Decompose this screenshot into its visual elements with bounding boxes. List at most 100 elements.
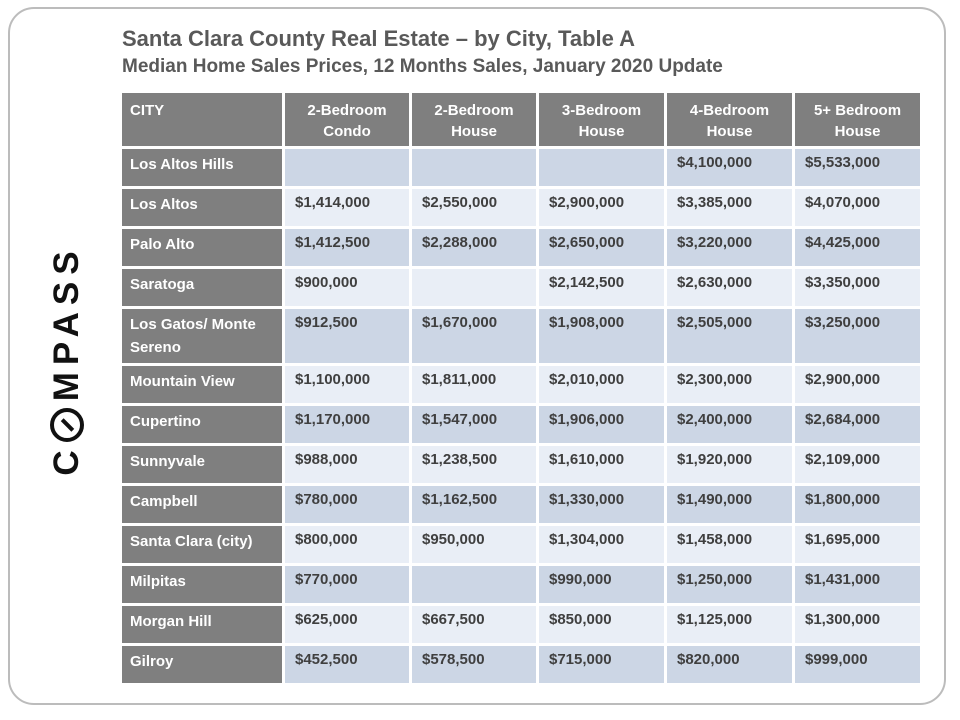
price-cell: $780,000: [282, 483, 412, 526]
price-cell: $1,125,000: [664, 603, 795, 646]
column-header: 4-Bedroom House: [664, 90, 795, 149]
city-cell: Morgan Hill: [119, 603, 285, 646]
price-cell: $1,330,000: [536, 483, 667, 526]
table-row: Los Altos $1,414,000 $2,550,000 $2,900,000 $…: [119, 186, 923, 229]
table-row: Santa Clara (city) $800,000 $950,000 $1,304…: [119, 523, 923, 566]
city-cell: Saratoga: [119, 266, 285, 309]
table-body: Los Altos Hills $4,100,000 $5,533,000 Los A…: [119, 146, 923, 686]
price-cell: $3,250,000: [792, 306, 923, 366]
price-cell: $912,500: [282, 306, 412, 366]
price-cell: $1,304,000: [536, 523, 667, 566]
price-cell: $2,550,000: [409, 186, 539, 229]
price-cell: $578,500: [409, 643, 539, 686]
price-cell: $1,670,000: [409, 306, 539, 366]
column-header: 5+ Bedroom House: [792, 90, 923, 149]
price-cell: [409, 563, 539, 606]
price-cell: $1,920,000: [664, 443, 795, 486]
logo-text-c: C: [47, 443, 86, 476]
price-cell: $4,425,000: [792, 226, 923, 269]
price-cell: $667,500: [409, 603, 539, 646]
price-cell: $3,350,000: [792, 266, 923, 309]
page-title: Santa Clara County Real Estate – by City…: [122, 26, 636, 51]
price-cell: $2,288,000: [409, 226, 539, 269]
price-cell: $452,500: [282, 643, 412, 686]
price-cell: $1,906,000: [536, 403, 667, 446]
table-row: Los Gatos/ Monte Sereno $912,500 $1,670,00…: [119, 306, 923, 366]
slashed-o-icon: [50, 408, 84, 443]
price-cell: $800,000: [282, 523, 412, 566]
price-cell: $1,250,000: [664, 563, 795, 606]
price-cell: $1,431,000: [792, 563, 923, 606]
price-cell: $2,900,000: [792, 363, 923, 406]
city-cell: Los Altos Hills: [119, 146, 285, 189]
table-row: Sunnyvale $988,000 $1,238,500 $1,610,000 $1,…: [119, 443, 923, 486]
table-row: Palo Alto $1,412,500 $2,288,000 $2,650,000 $…: [119, 226, 923, 269]
price-cell: $1,170,000: [282, 403, 412, 446]
price-cell: $999,000: [792, 643, 923, 686]
city-cell: Milpitas: [119, 563, 285, 606]
price-cell: $1,547,000: [409, 403, 539, 446]
price-cell: $625,000: [282, 603, 412, 646]
column-header-city: CITY: [119, 90, 285, 149]
city-cell: Santa Clara (city): [119, 523, 285, 566]
city-cell: Los Altos: [119, 186, 285, 229]
price-cell: $3,385,000: [664, 186, 795, 229]
price-cell: $1,908,000: [536, 306, 667, 366]
table-row: Cupertino $1,170,000 $1,547,000 $1,906,000 $…: [119, 403, 923, 446]
price-cell: $900,000: [282, 266, 412, 309]
column-header: 3-Bedroom House: [536, 90, 667, 149]
city-cell: Palo Alto: [119, 226, 285, 269]
price-cell: $1,162,500: [409, 483, 539, 526]
price-cell: $2,300,000: [664, 363, 795, 406]
price-cell: $1,811,000: [409, 363, 539, 406]
price-cell: $5,533,000: [792, 146, 923, 189]
table-row: Mountain View $1,100,000 $1,811,000 $2,010,…: [119, 363, 923, 406]
price-cell: $770,000: [282, 563, 412, 606]
price-cell: $2,109,000: [792, 443, 923, 486]
city-cell: Campbell: [119, 483, 285, 526]
table-row: Morgan Hill $625,000 $667,500 $850,000 $1,12…: [119, 603, 923, 646]
city-cell: Sunnyvale: [119, 443, 285, 486]
price-cell: $1,412,500: [282, 226, 412, 269]
price-cell: $850,000: [536, 603, 667, 646]
price-cell: $715,000: [536, 643, 667, 686]
price-cell: [536, 146, 667, 189]
price-cell: $950,000: [409, 523, 539, 566]
city-cell: Los Gatos/ Monte Sereno: [119, 306, 285, 366]
price-cell: $1,100,000: [282, 363, 412, 406]
price-cell: [409, 146, 539, 189]
table-row: Milpitas $770,000 $990,000 $1,250,000 $1,431…: [119, 563, 923, 606]
price-cell: $1,695,000: [792, 523, 923, 566]
page-subtitle: Median Home Sales Prices, 12 Months Sale…: [122, 56, 723, 77]
header-row: CITY 2-Bedroom Condo 2-Bedroom House 3-Bedr…: [119, 90, 923, 149]
price-cell: $820,000: [664, 643, 795, 686]
price-cell: $2,650,000: [536, 226, 667, 269]
price-cell: $1,414,000: [282, 186, 412, 229]
price-cell: $1,800,000: [792, 483, 923, 526]
logo-text-mpass: MPASS: [47, 244, 86, 402]
price-cell: $2,900,000: [536, 186, 667, 229]
table-header: CITY 2-Bedroom Condo 2-Bedroom House 3-Bedr…: [119, 90, 923, 149]
price-cell: $990,000: [536, 563, 667, 606]
price-cell: $1,300,000: [792, 603, 923, 646]
column-header: 2-Bedroom House: [409, 90, 539, 149]
price-cell: $2,400,000: [664, 403, 795, 446]
price-cell: $1,490,000: [664, 483, 795, 526]
price-cell: $2,505,000: [664, 306, 795, 366]
city-cell: Gilroy: [119, 643, 285, 686]
price-cell: $1,610,000: [536, 443, 667, 486]
price-cell: $3,220,000: [664, 226, 795, 269]
column-header: 2-Bedroom Condo: [282, 90, 412, 149]
price-cell: $1,238,500: [409, 443, 539, 486]
compass-logo: C MPASS: [39, 205, 95, 515]
city-cell: Mountain View: [119, 363, 285, 406]
price-cell: $4,100,000: [664, 146, 795, 189]
price-cell: $2,010,000: [536, 363, 667, 406]
prices-table: CITY 2-Bedroom Condo 2-Bedroom House 3-Bedr…: [119, 90, 923, 686]
price-cell: $2,684,000: [792, 403, 923, 446]
price-cell: $4,070,000: [792, 186, 923, 229]
table-row: Los Altos Hills $4,100,000 $5,533,000: [119, 146, 923, 189]
price-cell: [409, 266, 539, 309]
table-row: Campbell $780,000 $1,162,500 $1,330,000 $1,4…: [119, 483, 923, 526]
table-row: Gilroy $452,500 $578,500 $715,000 $820,000 $9…: [119, 643, 923, 686]
